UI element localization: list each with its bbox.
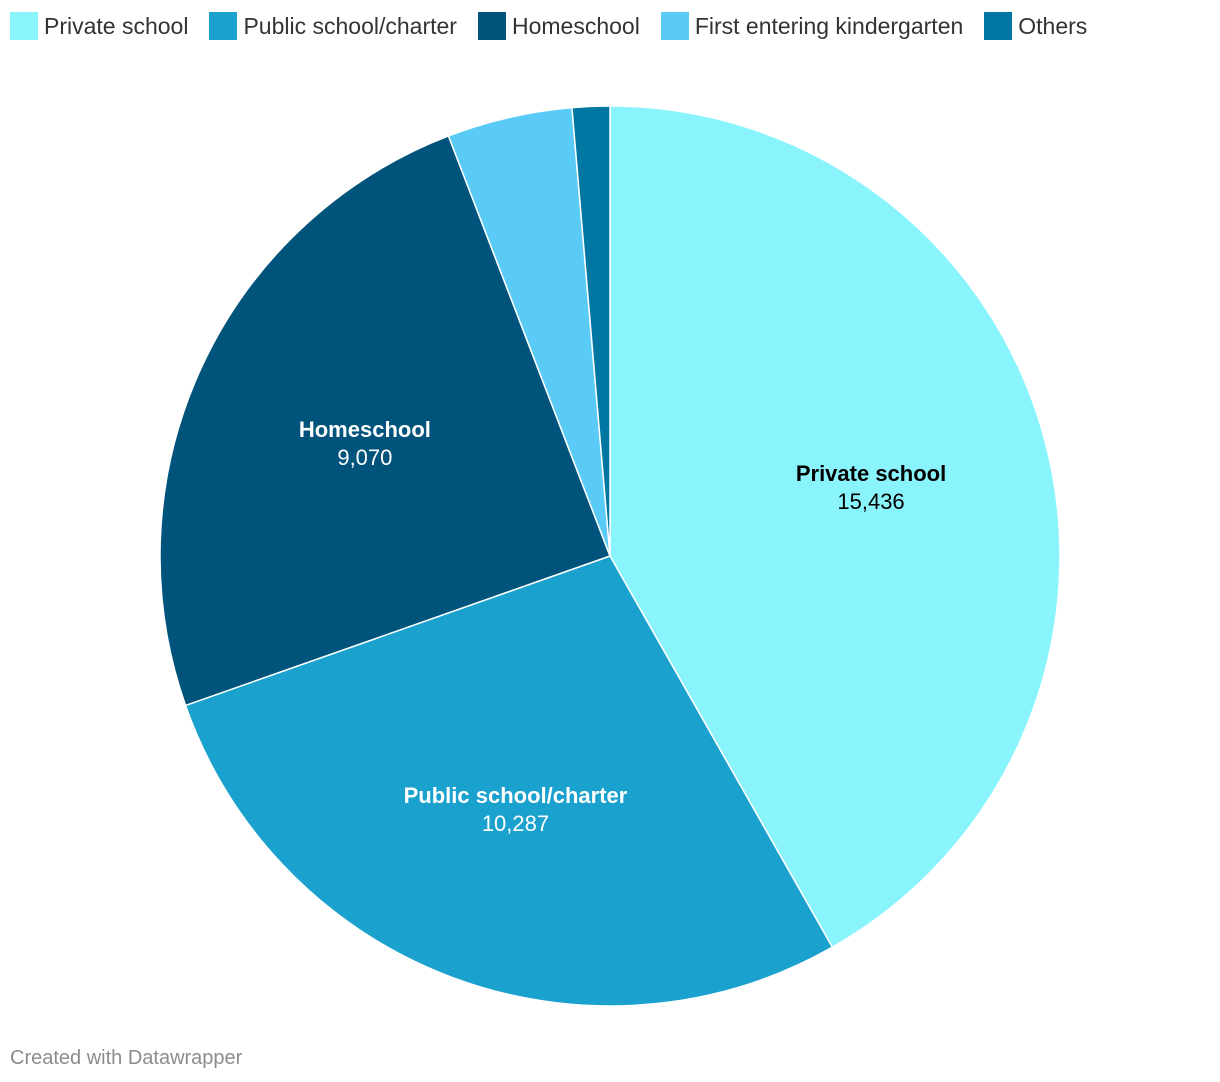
legend-item-private-school: Private school [10, 10, 188, 42]
legend-label: Others [1018, 13, 1088, 39]
slice-category-label: Private school [796, 461, 946, 486]
legend-item-first-entering-kindergarten: First entering kindergarten [660, 10, 964, 42]
slice-value-label: 15,436 [837, 489, 904, 514]
legend-swatch [477, 12, 506, 40]
slice-category-label: Public school/charter [404, 783, 628, 808]
slice-value-label: 9,070 [337, 445, 392, 470]
legend-label: First entering kindergarten [694, 13, 964, 39]
footer-credit: Created with Datawrapper [10, 1047, 243, 1069]
legend-item-others: Others [984, 10, 1087, 42]
slice-value-label: 10,287 [482, 811, 549, 836]
pie-slice-private-school [609, 105, 1061, 948]
legend-item-homeschool: Homeschool [477, 10, 640, 42]
slice-label-homeschool: Homeschool 9,070 [299, 417, 431, 470]
legend-item-public-school-charter: Public school/charter [209, 10, 457, 42]
slice-label-private-school: Private school 15,436 [796, 461, 946, 514]
legend-swatch [984, 12, 1013, 40]
slice-category-label: Homeschool [299, 417, 431, 442]
legend-label: Homeschool [511, 13, 640, 39]
slice-label-public-school-charter: Public school/charter 10,287 [404, 783, 628, 836]
pie-slice-others [571, 105, 611, 557]
legend-swatch [209, 12, 238, 40]
legend-label: Private school [44, 13, 189, 39]
legend-label: Public school/charter [243, 13, 457, 39]
chart-legend: Private school Public school/charter Homes… [10, 10, 1108, 42]
legend-swatch [660, 12, 689, 40]
legend-swatch [10, 12, 38, 40]
pie-slice-homeschool [159, 135, 611, 707]
pie-slice-public-school-charter [184, 555, 834, 1007]
